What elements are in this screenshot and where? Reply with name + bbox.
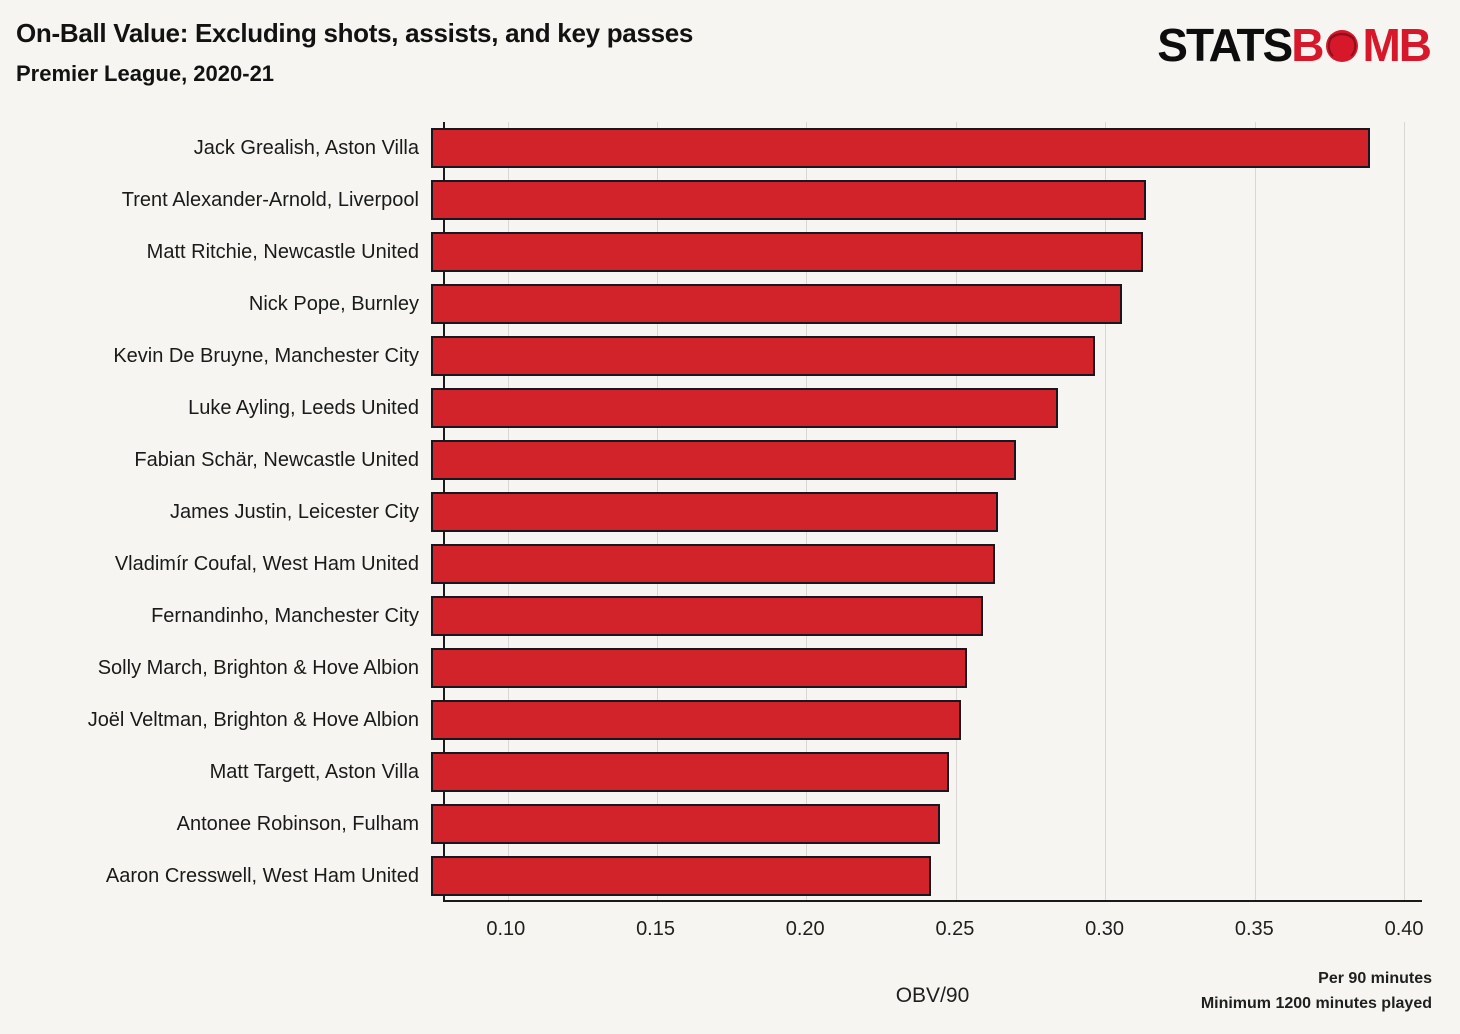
logo-mb-text: MB — [1362, 19, 1432, 71]
value-bar — [431, 596, 983, 636]
bar-row: Joël Veltman, Brighton & Hove Albion — [0, 694, 1460, 746]
x-axis-label: OBV/90 — [895, 984, 970, 1007]
x-tick-label: 0.35 — [1234, 918, 1274, 940]
bar-row: Nick Pope, Burnley — [0, 278, 1460, 330]
footnote-line-1: Per 90 minutes — [1318, 970, 1432, 987]
player-label: Nick Pope, Burnley — [248, 292, 419, 315]
x-axis-ticks: 0.10 0.15 0.20 0.25 0.30 0.35 0.40 — [443, 910, 1424, 944]
statsbomb-logo: STATS B MB — [1157, 19, 1432, 71]
bar-track — [431, 648, 1422, 688]
x-tick-label: 0.20 — [785, 918, 825, 940]
bar-row: Trent Alexander-Arnold, Liverpool — [0, 174, 1460, 226]
player-label: James Justin, Leicester City — [170, 500, 419, 523]
logo-b-text: B — [1291, 19, 1324, 71]
chart-footnote: Per 90 minutes Minimum 1200 minutes play… — [1201, 967, 1432, 1017]
player-label: Jack Grealish, Aston Villa — [193, 136, 419, 159]
bar-row: Matt Targett, Aston Villa — [0, 746, 1460, 798]
bar-row: Luke Ayling, Leeds United — [0, 382, 1460, 434]
value-bar — [431, 700, 962, 740]
value-bar — [431, 856, 932, 896]
bar-track — [431, 752, 1422, 792]
bar-row: James Justin, Leicester City — [0, 486, 1460, 538]
bar-track — [431, 284, 1422, 324]
bar-track — [431, 336, 1422, 376]
value-bar — [431, 388, 1059, 428]
player-label: Matt Targett, Aston Villa — [209, 760, 419, 783]
gridline — [1404, 122, 1406, 900]
player-label: Matt Ritchie, Newcastle United — [146, 240, 419, 263]
bar-row: Fabian Schär, Newcastle United — [0, 434, 1460, 486]
bar-row: Antonee Robinson, Fulham — [0, 798, 1460, 850]
x-tick-label: 0.10 — [486, 918, 526, 940]
player-label: Antonee Robinson, Fulham — [176, 812, 419, 835]
bar-track — [431, 128, 1422, 168]
value-bar — [431, 752, 950, 792]
bar-row: Kevin De Bruyne, Manchester City — [0, 330, 1460, 382]
value-bar — [431, 492, 998, 532]
bar-chart: Jack Grealish, Aston Villa Trent Alexande… — [0, 122, 1460, 1034]
value-bar — [431, 232, 1144, 272]
chart-title: On-Ball Value: Excluding shots, assists,… — [16, 18, 694, 48]
bar-row: Fernandinho, Manchester City — [0, 590, 1460, 642]
value-bar — [431, 284, 1122, 324]
bar-rows: Jack Grealish, Aston Villa Trent Alexande… — [0, 122, 1460, 902]
footnote-line-2: Minimum 1200 minutes played — [1200, 994, 1432, 1012]
bar-track — [431, 180, 1422, 220]
logo-stats-text: STATS — [1157, 19, 1293, 71]
gridline — [1105, 122, 1107, 900]
x-tick-label: 0.25 — [935, 918, 975, 940]
bar-row: Solly March, Brighton & Hove Albion — [0, 642, 1460, 694]
bar-track — [431, 856, 1422, 896]
x-tick-label: 0.15 — [636, 918, 675, 940]
player-label: Kevin De Bruyne, Manchester City — [113, 344, 419, 367]
player-label: Fabian Schär, Newcastle United — [134, 448, 419, 471]
title-block: On-Ball Value: Excluding shots, assists,… — [16, 18, 693, 87]
bar-track — [431, 232, 1422, 272]
bar-track — [431, 700, 1422, 740]
player-label: Trent Alexander-Arnold, Liverpool — [121, 188, 419, 211]
value-bar — [431, 336, 1095, 376]
bar-track — [431, 544, 1422, 584]
value-bar — [431, 648, 968, 688]
x-tick-label: 0.40 — [1384, 918, 1424, 940]
player-label: Joël Veltman, Brighton & Hove Albion — [87, 708, 419, 731]
x-tick-label: 0.30 — [1085, 918, 1125, 940]
chart-header: On-Ball Value: Excluding shots, assists,… — [16, 18, 1432, 87]
bar-track — [431, 440, 1422, 480]
bar-track — [431, 596, 1422, 636]
player-label: Fernandinho, Manchester City — [151, 604, 419, 627]
player-label: Aaron Cresswell, West Ham United — [105, 864, 419, 887]
player-label: Solly March, Brighton & Hove Albion — [97, 656, 419, 679]
bar-row: Aaron Cresswell, West Ham United — [0, 850, 1460, 902]
chart-subtitle: Premier League, 2020-21 — [16, 61, 275, 86]
value-bar — [431, 804, 941, 844]
value-bar — [431, 180, 1147, 220]
player-label: Vladimír Coufal, West Ham United — [114, 552, 419, 575]
value-bar — [431, 128, 1371, 168]
bomb-icon — [1323, 26, 1361, 64]
value-bar — [431, 440, 1016, 480]
bar-row: Vladimír Coufal, West Ham United — [0, 538, 1460, 590]
gridline — [1254, 122, 1256, 900]
bar-track — [431, 804, 1422, 844]
bar-track — [431, 388, 1422, 428]
bar-track — [431, 492, 1422, 532]
bar-row: Jack Grealish, Aston Villa — [0, 122, 1460, 174]
bar-row: Matt Ritchie, Newcastle United — [0, 226, 1460, 278]
player-label: Luke Ayling, Leeds United — [188, 396, 419, 419]
value-bar — [431, 544, 995, 584]
